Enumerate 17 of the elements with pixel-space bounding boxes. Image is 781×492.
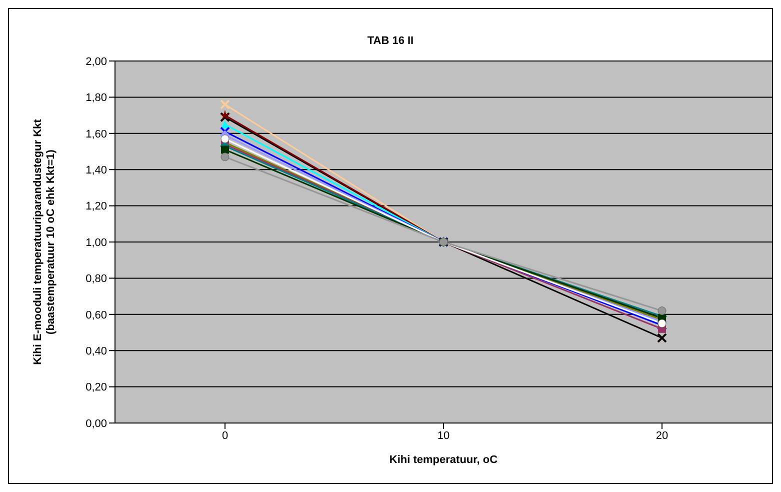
y-tick-label: 1,20: [86, 200, 107, 213]
y-axis-title: Kihi E-mooduli temperatuuriparandustegur Kkt (baastemperatuur 10 oC ehk Kkt=1): [32, 118, 57, 365]
y-tick-label: 1,80: [86, 92, 107, 104]
y-tick-label: 0,00: [86, 418, 107, 430]
x-axis-title: Kihi temperatuur, oC: [389, 454, 498, 466]
y-tick-label: 0,80: [86, 273, 107, 286]
x-tick-label: 10: [437, 430, 450, 442]
y-tick-label: 0,40: [86, 346, 107, 358]
y-tick-label: 1,00: [86, 236, 107, 249]
y-tick-label: 0,60: [86, 309, 107, 322]
chart-title: TAB 16 II: [366, 35, 415, 47]
x-tick-label: 0: [222, 430, 228, 442]
y-tick-label: 1,40: [86, 164, 107, 177]
y-tick-label: 1,60: [86, 128, 107, 140]
y-tick-label: 2,00: [86, 56, 107, 68]
y-tick-label: 0,20: [86, 382, 107, 394]
x-tick-label: 20: [656, 430, 668, 442]
